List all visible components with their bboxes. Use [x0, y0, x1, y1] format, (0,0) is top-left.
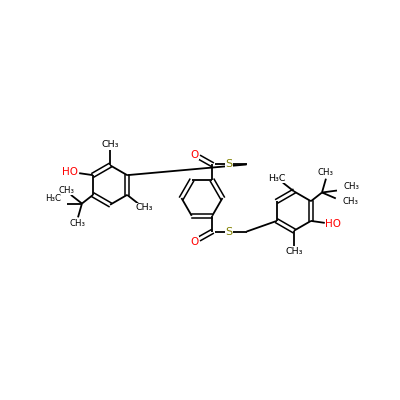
Text: CH₃: CH₃: [344, 182, 360, 191]
Text: CH₃: CH₃: [59, 186, 75, 195]
Text: H₃C: H₃C: [268, 174, 285, 183]
Text: HO: HO: [62, 167, 78, 177]
Text: CH₃: CH₃: [342, 197, 358, 206]
Text: S: S: [225, 160, 232, 170]
Text: HO: HO: [326, 219, 342, 229]
Text: CH₃: CH₃: [70, 219, 86, 228]
Text: O: O: [190, 237, 199, 247]
Text: H₃C: H₃C: [45, 194, 61, 203]
Text: CH₃: CH₃: [136, 203, 153, 212]
Text: CH₃: CH₃: [285, 247, 303, 256]
Text: O: O: [190, 150, 199, 160]
Text: S: S: [225, 226, 232, 236]
Text: CH₃: CH₃: [101, 140, 119, 149]
Text: CH₃: CH₃: [318, 168, 334, 177]
